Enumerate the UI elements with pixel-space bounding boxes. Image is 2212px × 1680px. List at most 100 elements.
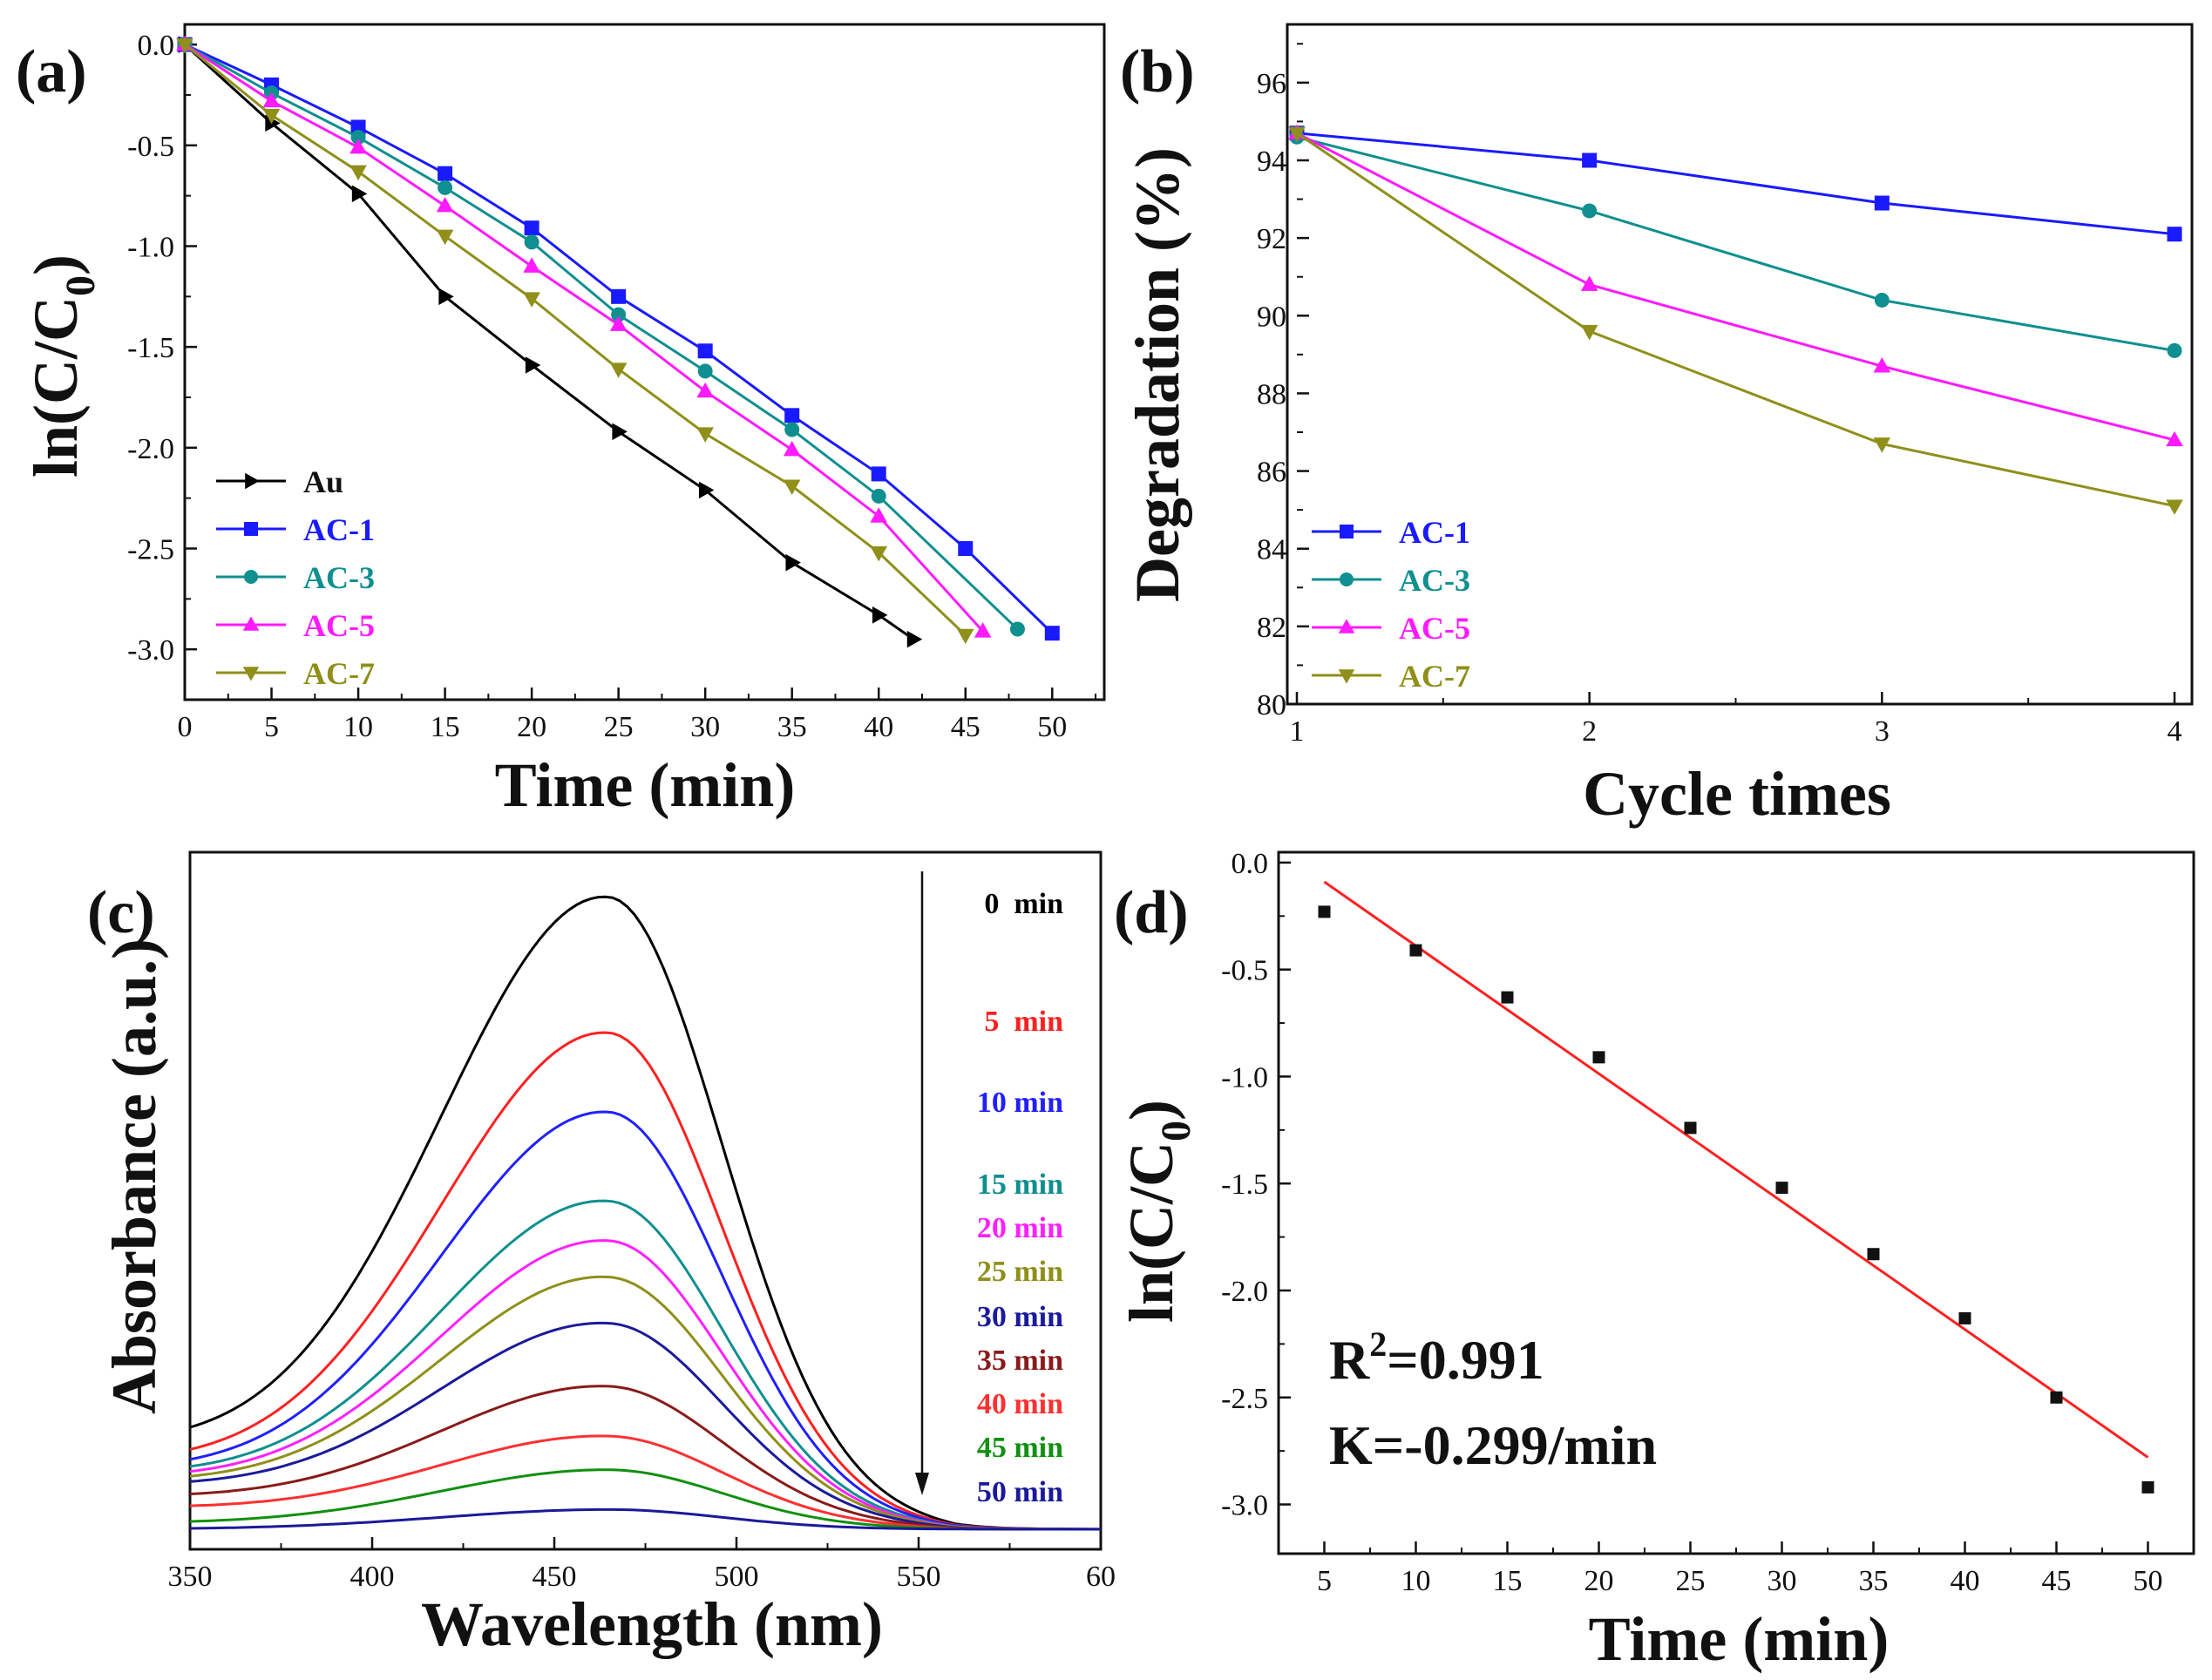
time-label-50-min: 50 min [977, 1476, 1063, 1508]
panel-a-series [176, 35, 1060, 648]
panel-d-label: (d) [1114, 879, 1189, 946]
data-point-ac-1 [958, 540, 974, 556]
y-tick-label: 88 [1257, 378, 1286, 410]
panel-a-y-ticks: 0.0 -0.5 -1.0 -1.5 -2.0 -2.5 -3.0 [127, 30, 197, 701]
data-point [1318, 905, 1331, 918]
legend-label-au: Au [303, 464, 343, 499]
data-point-ac-7 [870, 545, 888, 562]
data-point-ac-1 [697, 343, 713, 359]
panel-c-x-ticks: 350 400 450 500 550 60 [168, 1537, 1116, 1593]
data-point-ac-3 [1582, 203, 1598, 219]
x-tick-label: 10 [1401, 1565, 1431, 1597]
data-point [1958, 1311, 1971, 1324]
x-tick-label: 30 [690, 711, 720, 743]
panel-d-x-label: Time (min) [1589, 1604, 1890, 1674]
panel-c-y-label: Absorbance (a.u.) [99, 938, 169, 1414]
r2-prefix: R [1329, 1329, 1370, 1391]
data-point-ac-3 [1009, 621, 1025, 637]
rate-constant-text: K=-0.299/min [1329, 1414, 1657, 1476]
time-label-40-min: 40 min [977, 1388, 1063, 1420]
linear-fit-line [1323, 880, 2149, 1459]
time-label-25-min: 25 min [977, 1256, 1063, 1288]
y-tick-label: -2.5 [1221, 1383, 1268, 1415]
legend-marker-ac-5 [1338, 619, 1355, 633]
x-tick-label: 3 [1875, 715, 1890, 748]
data-point-ac-7 [262, 108, 281, 125]
y-tick-label: -3.0 [127, 634, 174, 667]
x-tick-label: 400 [350, 1561, 395, 1593]
x-tick-label: 350 [168, 1561, 213, 1593]
data-point-au [351, 185, 368, 203]
data-point-ac-1 [1582, 152, 1598, 168]
panel-d-series [1318, 880, 2154, 1494]
y-tick-label: -1.5 [1221, 1169, 1268, 1201]
y-tick-label: -0.5 [1221, 955, 1268, 987]
legend-marker-ac-1 [1340, 525, 1354, 539]
y-tick-label: -0.5 [127, 131, 174, 163]
y-tick-label: -1.0 [1221, 1061, 1268, 1094]
y-tick-label: 86 [1257, 457, 1286, 489]
spectrum-0-min [189, 895, 1101, 1531]
y-tick-label: 80 [1257, 689, 1286, 721]
panel-b-y-ticks: 80 82 84 86 88 90 92 94 96 [1257, 43, 1309, 721]
x-tick-label: 0 [178, 711, 193, 743]
x-tick-label: 10 [343, 711, 373, 743]
data-point-ac-1 [2167, 227, 2182, 242]
data-point-au [906, 630, 923, 648]
data-point-ac-7 [2166, 499, 2183, 515]
panel-b-label: (b) [1120, 38, 1195, 105]
data-point-ac-5 [783, 440, 801, 457]
legend-marker-ac-3 [244, 570, 258, 584]
x-tick-label: 45 [951, 711, 980, 743]
y-tick-label: -1.5 [127, 332, 174, 364]
y-label-end: ) [1116, 1100, 1186, 1121]
x-tick-label: 1 [1290, 715, 1305, 748]
panel-c-label: (c) [87, 879, 155, 946]
spectrum-45-min [189, 1468, 1101, 1531]
panel-c-series [189, 895, 1102, 1531]
panel-b-x-ticks: 1 2 3 4 [1290, 692, 2182, 748]
data-point-ac-7 [349, 165, 367, 181]
panel-b-y-label: Degradation (%) [1123, 147, 1192, 602]
data-point [2050, 1391, 2063, 1404]
x-tick-label: 15 [431, 711, 460, 743]
y-label-subscript: 0 [58, 275, 104, 296]
x-tick-label: 40 [864, 711, 893, 743]
x-tick-label: 450 [533, 1561, 577, 1593]
data-point-ac-7 [1580, 324, 1598, 341]
series-line-ac-3 [184, 43, 1019, 631]
time-label-30-min: 30 min [977, 1301, 1063, 1333]
data-point-ac-5 [870, 507, 888, 523]
legend-label-ac-7: AC-7 [303, 656, 375, 691]
series-line-ac-5 [184, 43, 984, 633]
data-point-ac-5 [349, 138, 367, 154]
data-point-ac-7 [696, 427, 714, 443]
y-tick-label: 84 [1257, 534, 1286, 566]
data-point [1592, 1051, 1605, 1064]
data-point-ac-5 [696, 382, 714, 398]
data-point-ac-3 [611, 307, 627, 322]
r-squared-text: R2=0.991 [1329, 1324, 1544, 1391]
series-line-ac-1 [1296, 132, 2175, 236]
data-point-ac-5 [1580, 275, 1598, 291]
data-point [1775, 1182, 1788, 1195]
y-tick-label: 0.0 [1232, 848, 1269, 880]
r2-value: =0.991 [1387, 1329, 1544, 1391]
x-tick-label: 550 [897, 1561, 941, 1593]
x-tick-label: 4 [2168, 715, 2182, 748]
time-label-35-min: 35 min [977, 1345, 1063, 1377]
spectrum-35-min [189, 1385, 1101, 1531]
data-point-ac-5 [974, 622, 992, 638]
data-point-ac-7 [783, 479, 801, 495]
data-point-ac-1 [524, 220, 539, 236]
data-point-ac-1 [438, 166, 453, 181]
series-line-ac-5 [1296, 132, 2175, 442]
data-point-ac-7 [523, 292, 540, 308]
legend-marker-ac-5 [242, 616, 260, 631]
data-point-ac-3 [697, 363, 713, 379]
legend-marker-au [245, 472, 260, 490]
panel-c: (c) 350 400 450 500 550 60 0 min 5 min 10 min 15… [87, 850, 1116, 1659]
data-point-ac-7 [176, 37, 193, 54]
time-label-10-min: 10 min [977, 1087, 1063, 1119]
y-tick-label: -3.0 [1221, 1490, 1268, 1522]
